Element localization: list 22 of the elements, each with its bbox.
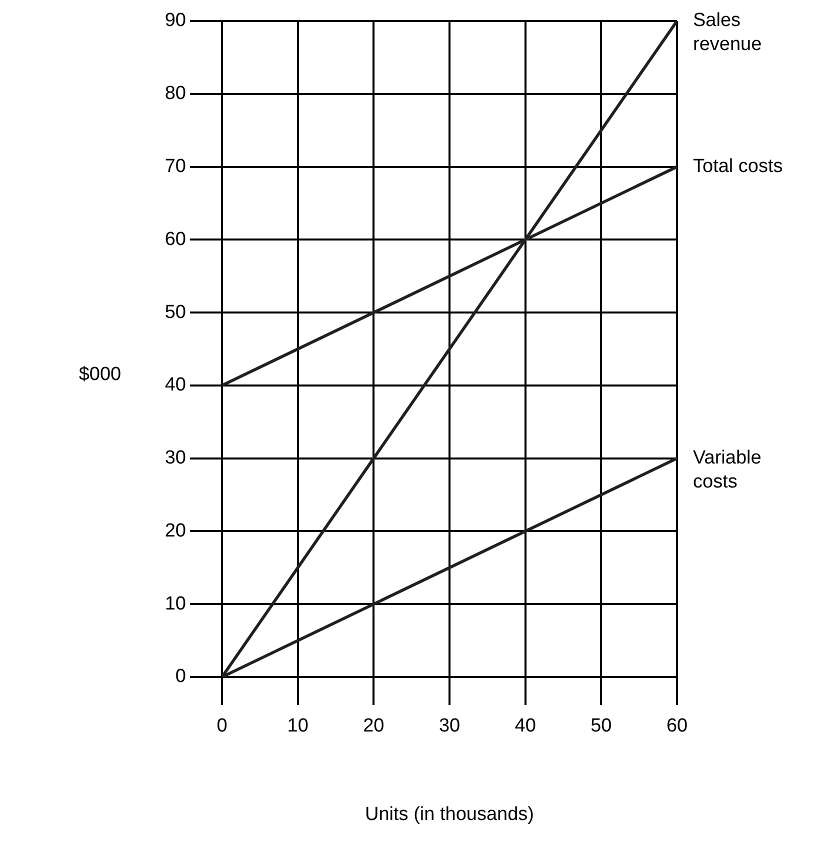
y-tick-label: 10 <box>164 593 186 614</box>
x-axis-title: Units (in thousands) <box>365 804 534 826</box>
y-tick-label: 90 <box>164 10 186 32</box>
y-axis-title: $000 <box>78 364 122 386</box>
x-tick-label: 10 <box>287 716 308 737</box>
series-label: Sales revenue <box>693 10 762 56</box>
y-tick-label: 60 <box>164 228 186 250</box>
y-tick-label: 80 <box>164 83 186 104</box>
x-tick-label: 0 <box>216 716 228 737</box>
x-tick-label: 30 <box>438 716 460 737</box>
series-label: Variable costs <box>693 448 762 493</box>
x-tick-label: 20 <box>363 716 384 737</box>
series-label: Total costs <box>693 156 783 178</box>
y-tick-label: 40 <box>164 374 186 396</box>
y-tick-label: 50 <box>164 302 186 323</box>
x-tick-label: 40 <box>514 716 536 737</box>
x-tick-label: 60 <box>666 716 688 737</box>
y-tick-label: 30 <box>164 448 186 469</box>
y-tick-label: 0 <box>175 666 186 688</box>
y-tick-label: 20 <box>164 520 186 542</box>
x-tick-label: 50 <box>590 716 612 737</box>
y-tick-label: 70 <box>164 156 186 178</box>
